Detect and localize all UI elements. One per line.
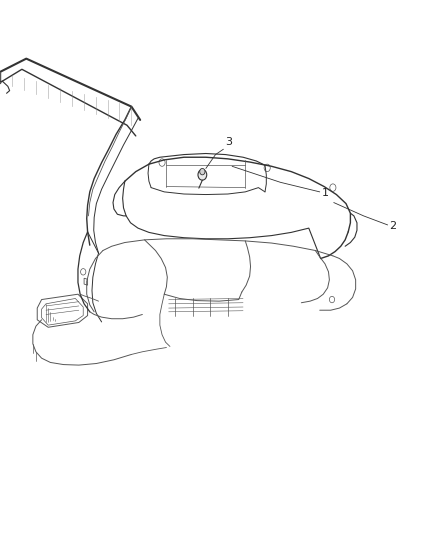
Circle shape bbox=[198, 169, 207, 180]
Text: 3: 3 bbox=[226, 136, 233, 147]
Circle shape bbox=[200, 168, 205, 175]
Text: 2: 2 bbox=[389, 221, 396, 231]
Text: 1: 1 bbox=[321, 188, 328, 198]
